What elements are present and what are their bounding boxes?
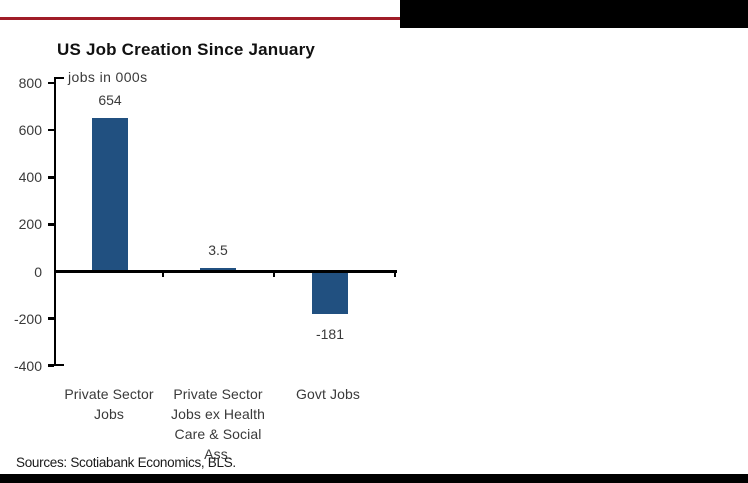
x-category-label-line: Govt Jobs [296, 386, 360, 402]
y-tick-label: -200 [13, 310, 42, 327]
chart-unit-label: jobs in 000s [68, 69, 148, 85]
x-category-label: Private Sector Jobs [39, 384, 179, 424]
x-category-label-line: Care & Social [174, 426, 262, 442]
y-tick [47, 223, 54, 226]
x-category-label-line: Jobs [94, 406, 124, 422]
bar [200, 267, 236, 272]
bar-value-label: 3.5 [208, 241, 228, 258]
x-category-label: Govt Jobs [258, 384, 398, 404]
y-tick [47, 81, 54, 85]
y-axis-bottom-cap [54, 363, 64, 366]
x-category-label-line: Private Sector [64, 386, 154, 402]
y-tick-label: 0 [34, 263, 42, 280]
x-category-label: Private Sector Jobs ex Health Care & Socia… [148, 384, 288, 464]
y-tick [47, 317, 54, 320]
bar [312, 272, 348, 315]
y-tick-label: 200 [18, 216, 42, 233]
y-tick-label: 400 [18, 169, 42, 186]
bar-value-label: 654 [98, 91, 122, 108]
y-tick [47, 176, 54, 179]
x-category-label-line: Private Sector [173, 386, 263, 402]
x-tick [272, 272, 275, 278]
adjacent-column-block [400, 0, 748, 28]
x-category-label-line: Jobs ex Health [170, 406, 265, 422]
y-tick-label: -400 [13, 357, 42, 374]
x-category-label-line: Ass. [204, 446, 232, 462]
x-tick [162, 272, 165, 278]
y-tick-label: 600 [18, 122, 42, 139]
y-tick [47, 129, 54, 132]
x-tick [394, 272, 397, 278]
y-tick [47, 364, 54, 367]
chart-title: US Job Creation Since January [57, 40, 316, 59]
sources-note: Sources: Scotiabank Economics, BLS. [16, 455, 236, 470]
y-axis-line [54, 77, 57, 366]
header-red-rule [0, 17, 400, 20]
bar [92, 117, 128, 272]
x-axis-line [54, 270, 397, 273]
bar-value-label: -181 [315, 326, 345, 343]
page-bottom-bar [0, 474, 748, 483]
y-tick-label: 800 [18, 75, 42, 92]
y-axis-top-cap [54, 77, 64, 80]
